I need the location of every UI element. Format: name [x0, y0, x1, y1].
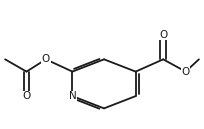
Text: O: O — [42, 54, 50, 64]
Text: N: N — [69, 91, 76, 101]
Text: O: O — [159, 30, 167, 40]
Text: O: O — [22, 91, 31, 101]
Text: O: O — [182, 67, 190, 77]
